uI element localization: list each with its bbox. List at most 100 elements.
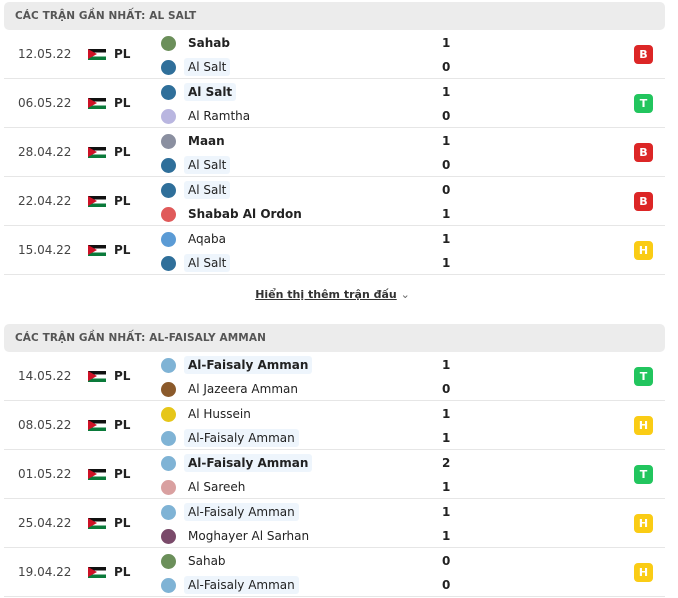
match-row[interactable]: 01.05.22 PL Al-Faisaly Amman Al Sareeh 2 … — [4, 450, 665, 499]
result-badge: T — [634, 367, 653, 386]
team-name: Al-Faisaly Amman — [184, 429, 299, 447]
home-score: 1 — [442, 407, 451, 421]
away-score: 1 — [442, 207, 451, 221]
team-logo-icon — [161, 406, 176, 422]
match-date: 15.04.22 — [18, 243, 72, 257]
jordan-flag-icon — [88, 196, 106, 207]
home-score: 1 — [442, 134, 451, 148]
team-name: Al Ramtha — [188, 109, 251, 123]
home-team[interactable]: Al Salt — [161, 81, 237, 103]
away-score: 1 — [442, 431, 451, 445]
team-logo-icon — [161, 455, 176, 471]
home-team[interactable]: Al-Faisaly Amman — [161, 354, 313, 376]
away-team[interactable]: Al-Faisaly Amman — [161, 427, 299, 449]
match-row[interactable]: 19.04.22 PL Sahab Al-Faisaly Amman 0 0 H — [4, 548, 665, 597]
home-score: 2 — [442, 456, 451, 470]
match-row[interactable]: 22.04.22 PL Al Salt Shabab Al Ordon 0 1 B — [4, 177, 665, 226]
league: PL — [114, 243, 131, 257]
home-team[interactable]: Sahab — [161, 32, 234, 54]
match-date: 06.05.22 — [18, 96, 72, 110]
team-name: Al Salt — [184, 156, 231, 174]
match-row[interactable]: 14.05.22 PL Al-Faisaly Amman Al Jazeera A… — [4, 352, 665, 401]
home-team[interactable]: Al Salt — [161, 179, 231, 201]
team-logo-icon — [161, 35, 176, 51]
jordan-flag-icon — [88, 518, 106, 529]
match-date: 08.05.22 — [18, 418, 72, 432]
team-logo-icon — [161, 108, 176, 124]
team-logo-icon — [161, 182, 176, 198]
home-score: 0 — [442, 183, 451, 197]
team-name: Shabab Al Ordon — [188, 207, 302, 221]
away-score: 0 — [442, 578, 451, 592]
jordan-flag-icon — [88, 49, 106, 60]
result-badge: B — [634, 192, 653, 211]
team-logo-icon — [161, 59, 176, 75]
team-name: Al-Faisaly Amman — [184, 503, 299, 521]
team-name: Al Salt — [184, 58, 231, 76]
home-team[interactable]: Al-Faisaly Amman — [161, 501, 299, 523]
match-row[interactable]: 12.05.22 PL Sahab Al Salt 1 0 B — [4, 30, 665, 79]
away-team[interactable]: Shabab Al Ordon — [161, 203, 306, 225]
team-name: Moghayer Al Sarhan — [188, 529, 310, 543]
away-score: 1 — [442, 256, 451, 270]
section-header: CÁC TRẬN GẦN NHẤT: AL-FAISALY AMMAN — [4, 324, 665, 352]
away-team[interactable]: Al Salt — [161, 56, 231, 78]
team-name: Al Sareeh — [188, 480, 246, 494]
away-score: 1 — [442, 480, 451, 494]
home-team[interactable]: Aqaba — [161, 228, 230, 250]
home-score: 1 — [442, 36, 451, 50]
home-team[interactable]: Al-Faisaly Amman — [161, 452, 313, 474]
team-name: Al-Faisaly Amman — [184, 454, 313, 472]
league: PL — [114, 47, 131, 61]
jordan-flag-icon — [88, 420, 106, 431]
match-row[interactable]: 08.05.22 PL Al Hussein Al-Faisaly Amman 1… — [4, 401, 665, 450]
team-logo-icon — [161, 84, 176, 100]
league: PL — [114, 194, 131, 208]
team-logo-icon — [161, 430, 176, 446]
team-name: Al Salt — [184, 181, 231, 199]
away-score: 0 — [442, 382, 451, 396]
away-team[interactable]: Al Jazeera Amman — [161, 378, 302, 400]
home-score: 0 — [442, 554, 451, 568]
away-score: 0 — [442, 60, 451, 74]
team-logo-icon — [161, 553, 176, 569]
home-team[interactable]: Sahab — [161, 550, 230, 572]
team-logo-icon — [161, 357, 176, 373]
league: PL — [114, 418, 131, 432]
away-team[interactable]: Moghayer Al Sarhan — [161, 525, 313, 547]
team-name: Sahab — [188, 554, 226, 568]
away-team[interactable]: Al Salt — [161, 154, 231, 176]
section-header: CÁC TRẬN GẦN NHẤT: AL SALT — [4, 2, 665, 30]
jordan-flag-icon — [88, 371, 106, 382]
home-score: 1 — [442, 85, 451, 99]
away-team[interactable]: Al-Faisaly Amman — [161, 574, 299, 596]
result-badge: B — [634, 143, 653, 162]
team-name: Sahab — [188, 36, 230, 50]
jordan-flag-icon — [88, 469, 106, 480]
team-logo-icon — [161, 504, 176, 520]
home-score: 1 — [442, 358, 451, 372]
match-row[interactable]: 15.04.22 PL Aqaba Al Salt 1 1 H — [4, 226, 665, 275]
team-logo-icon — [161, 133, 176, 149]
match-row[interactable]: 25.04.22 PL Al-Faisaly Amman Moghayer Al … — [4, 499, 665, 548]
team-logo-icon — [161, 577, 176, 593]
match-row[interactable]: 06.05.22 PL Al Salt Al Ramtha 1 0 T — [4, 79, 665, 128]
jordan-flag-icon — [88, 98, 106, 109]
jordan-flag-icon — [88, 245, 106, 256]
away-team[interactable]: Al Sareeh — [161, 476, 249, 498]
show-more-link[interactable]: Hiển thị thêm trận đấu ⌄ — [0, 288, 665, 301]
result-badge: B — [634, 45, 653, 64]
league: PL — [114, 516, 131, 530]
away-team[interactable]: Al Salt — [161, 252, 231, 274]
home-team[interactable]: Maan — [161, 130, 229, 152]
match-row[interactable]: 28.04.22 PL Maan Al Salt 1 0 B — [4, 128, 665, 177]
match-date: 12.05.22 — [18, 47, 72, 61]
home-team[interactable]: Al Hussein — [161, 403, 255, 425]
jordan-flag-icon — [88, 567, 106, 578]
result-badge: T — [634, 94, 653, 113]
result-badge: H — [634, 241, 653, 260]
team-logo-icon — [161, 528, 176, 544]
team-logo-icon — [161, 255, 176, 271]
away-team[interactable]: Al Ramtha — [161, 105, 254, 127]
match-date: 01.05.22 — [18, 467, 72, 481]
